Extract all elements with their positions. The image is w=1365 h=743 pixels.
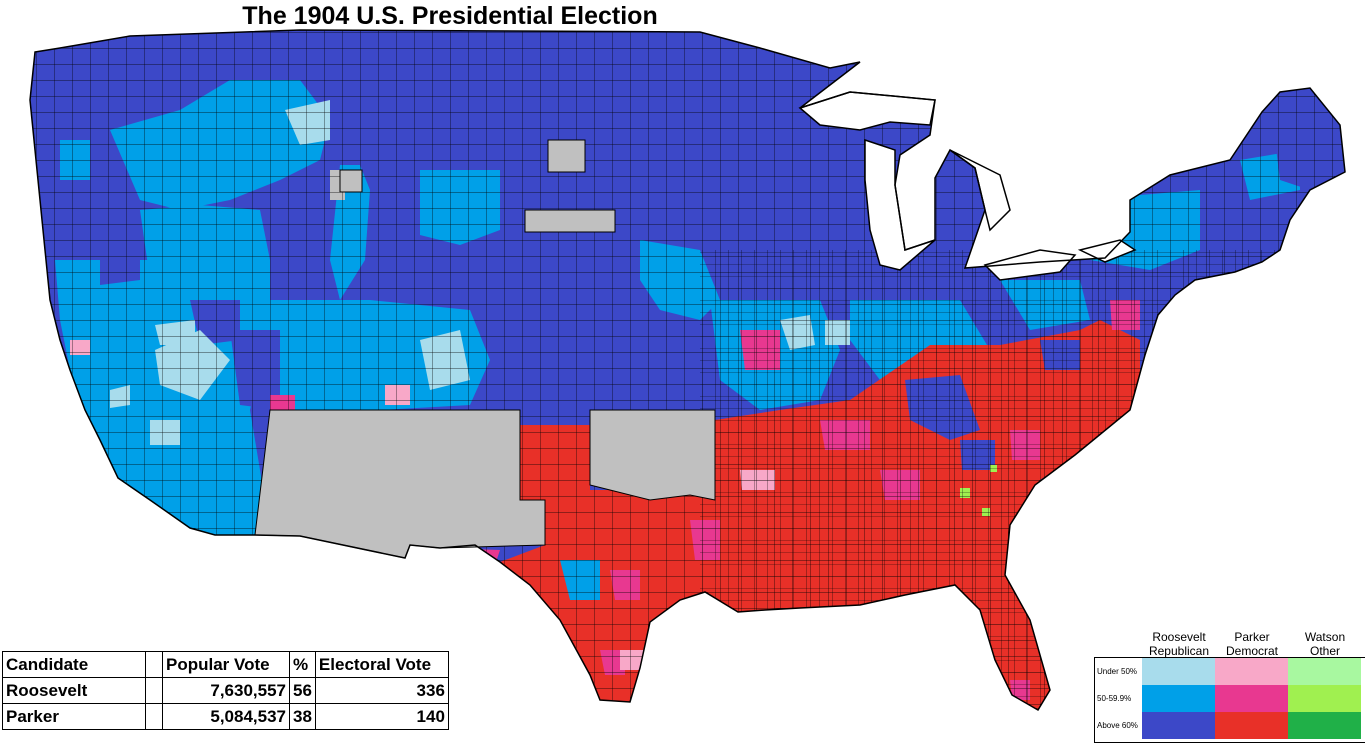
vote-percent: 38 <box>289 703 316 730</box>
spacer-cell <box>145 703 163 730</box>
popular-vote: 5,084,537 <box>162 703 290 730</box>
legend-header-name: Parker <box>1234 630 1270 644</box>
table-header-row: Candidate Popular Vote % Electoral Vote <box>2 651 449 678</box>
popular-vote: 7,630,557 <box>162 677 290 704</box>
header-candidate: Candidate <box>2 651 146 678</box>
header-spacer <box>145 651 163 678</box>
legend-swatch-rep-above60 <box>1142 712 1215 739</box>
legend-header-roosevelt: Roosevelt Republican <box>1142 630 1216 658</box>
table-row: Roosevelt 7,630,557 56 336 <box>2 677 449 704</box>
legend-header-parker: Parker Democrat <box>1215 630 1289 658</box>
legend-row-label: Under 50% <box>1097 667 1138 676</box>
map-title: The 1904 U.S. Presidential Election <box>242 2 658 30</box>
candidate-name: Roosevelt <box>2 677 146 704</box>
spacer-cell <box>145 677 163 704</box>
legend-header-party: Democrat <box>1225 644 1278 658</box>
candidate-name: Parker <box>2 703 146 730</box>
legend-header-name: Roosevelt <box>1152 630 1206 644</box>
legend-row-label: Above 60% <box>1097 721 1138 730</box>
results-table: Candidate Popular Vote % Electoral Vote … <box>2 651 449 730</box>
legend-swatch-other-under50 <box>1288 658 1361 685</box>
legend-header-party: Republican <box>1148 644 1210 658</box>
legend-header-party: Other <box>1309 644 1340 658</box>
header-popular-vote: Popular Vote <box>162 651 290 678</box>
legend-swatch-dem-under50 <box>1215 658 1288 685</box>
vote-percent: 56 <box>289 677 316 704</box>
header-electoral-vote: Electoral Vote <box>314 651 449 678</box>
legend-swatch-rep-under50 <box>1142 658 1215 685</box>
legend-swatch-rep-50-59 <box>1142 685 1215 712</box>
header-percent: % <box>289 651 316 678</box>
electoral-vote: 140 <box>314 703 449 730</box>
legend-swatch-other-above60 <box>1288 712 1361 739</box>
legend-header-name: Watson <box>1304 630 1346 644</box>
legend-row-label: 50-59.9% <box>1097 694 1132 703</box>
legend-swatch-dem-50-59 <box>1215 685 1288 712</box>
legend-header-watson: Watson Other <box>1288 630 1362 658</box>
legend-swatch-dem-above60 <box>1215 712 1288 739</box>
table-row: Parker 5,084,537 38 140 <box>2 703 449 730</box>
legend-swatch-other-50-59 <box>1288 685 1361 712</box>
electoral-vote: 336 <box>314 677 449 704</box>
